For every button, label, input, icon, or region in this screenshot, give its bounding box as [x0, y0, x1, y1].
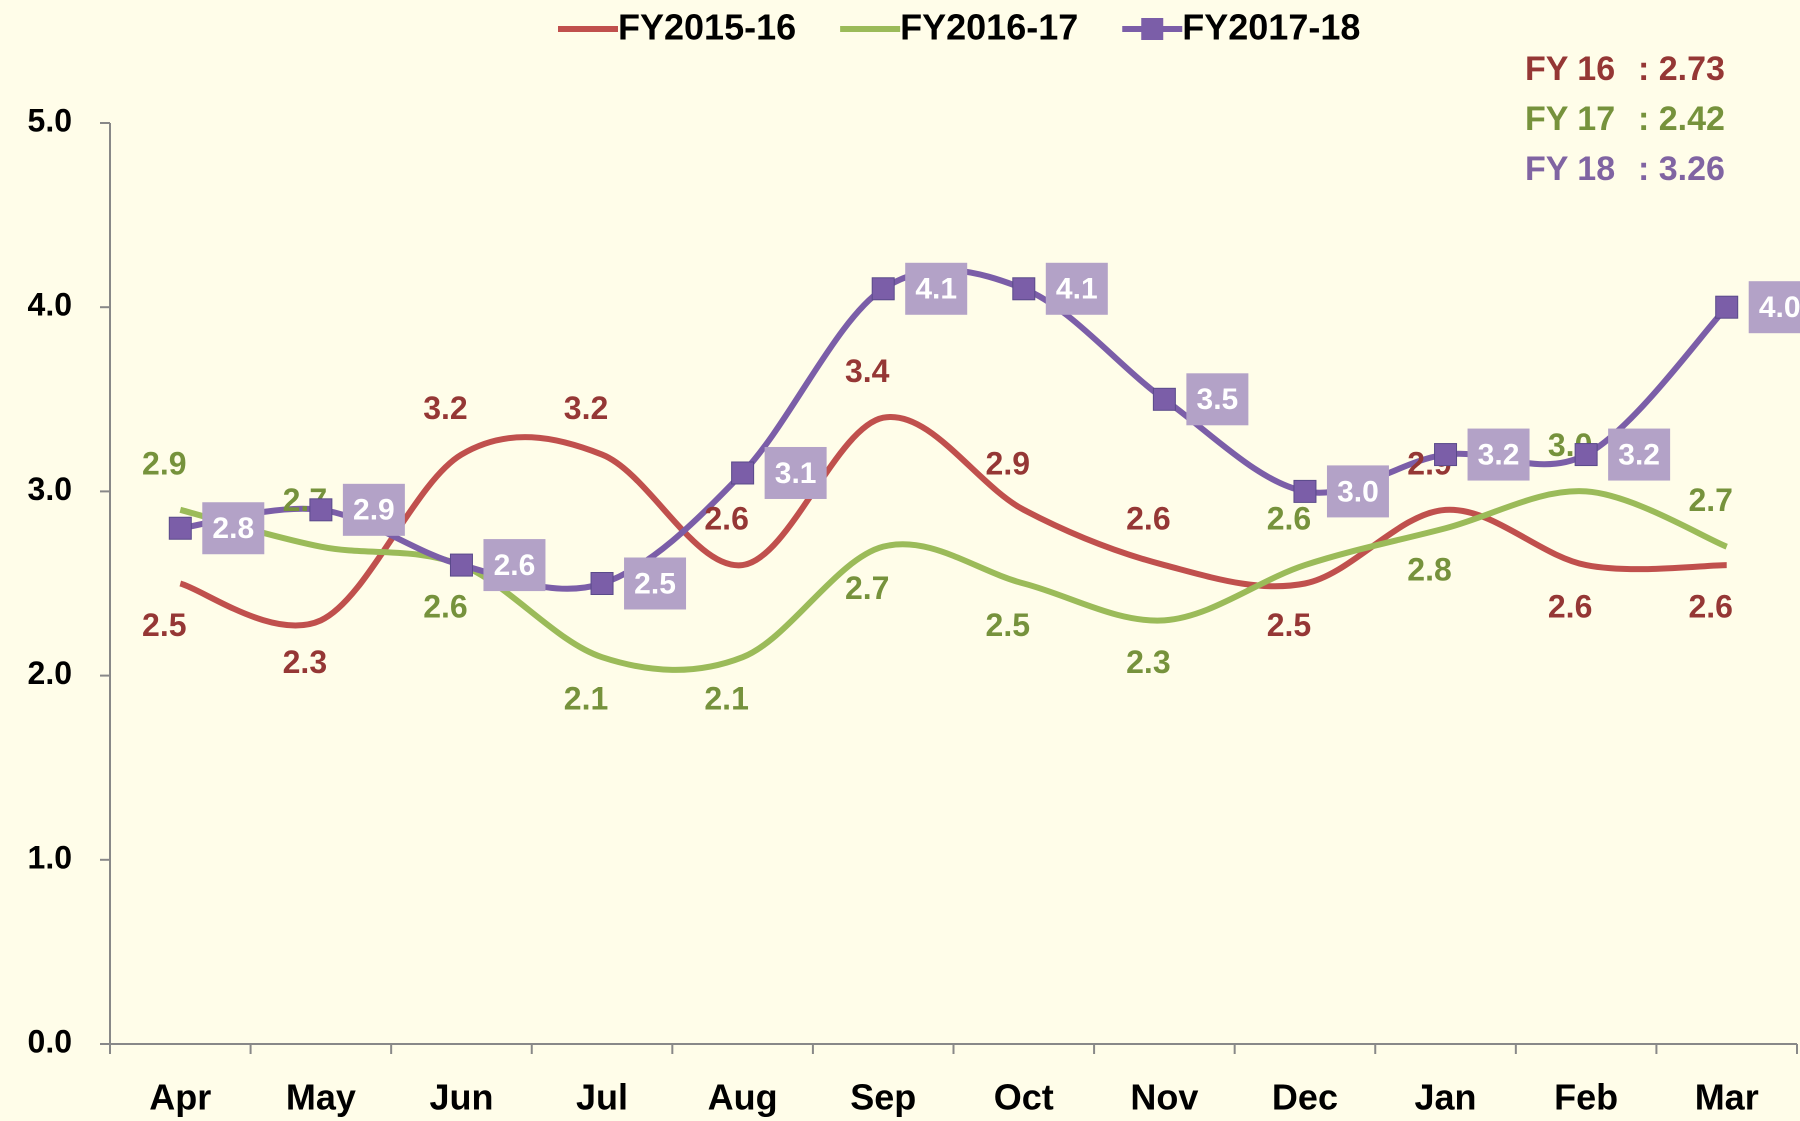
x-tick-label: Jul — [576, 1077, 628, 1118]
x-tick-label: Nov — [1130, 1077, 1198, 1118]
data-label: 3.1 — [775, 457, 817, 490]
y-tick-label: 0.0 — [28, 1023, 72, 1059]
data-label: 2.7 — [1688, 482, 1732, 518]
series-line — [179, 488, 1728, 673]
data-label: 3.2 — [423, 390, 467, 426]
data-label-box — [1748, 281, 1800, 334]
annotation-label: FY 16 — [1525, 50, 1615, 88]
marker — [731, 461, 755, 485]
data-label: 4.0 — [1759, 291, 1800, 324]
data-label-box — [483, 539, 546, 592]
data-label: 3.4 — [845, 353, 890, 389]
marker — [1434, 443, 1458, 467]
annotation-text: : 2.42 — [1638, 100, 1725, 138]
marker — [309, 498, 333, 522]
x-tick-label: Jan — [1415, 1077, 1477, 1118]
x-tick-label: Jun — [429, 1077, 493, 1118]
y-tick-label: 3.0 — [28, 471, 72, 507]
data-label: 2.7 — [845, 570, 889, 606]
data-label-box — [624, 557, 687, 610]
data-label-box — [905, 262, 968, 315]
x-tick-label: Sep — [850, 1077, 916, 1118]
annotation-label: FY 18 — [1525, 150, 1615, 188]
marker — [590, 572, 614, 595]
y-tick-label: 4.0 — [28, 287, 72, 323]
annotation-text: : 2.73 — [1638, 50, 1725, 88]
x-tick-label: Apr — [149, 1077, 211, 1118]
data-label-box — [342, 483, 405, 536]
data-label-box — [1467, 428, 1530, 481]
y-tick-label: 2.0 — [28, 655, 72, 691]
data-label-box — [1608, 428, 1671, 481]
legend-label: FY2015-16 — [618, 7, 796, 48]
data-label: 2.9 — [353, 494, 395, 527]
legend-label: FY2017-18 — [1182, 7, 1360, 48]
marker — [1293, 479, 1317, 503]
x-tick-label: Dec — [1272, 1077, 1338, 1118]
data-label: 3.2 — [1478, 438, 1520, 471]
data-label: 2.6 — [704, 501, 748, 537]
x-tick-label: Feb — [1554, 1077, 1618, 1118]
marker — [1012, 277, 1036, 301]
annotation-label: FY 17 — [1525, 100, 1615, 138]
legend-label: FY2016-17 — [900, 7, 1078, 48]
marker — [1152, 387, 1176, 411]
data-label: 2.6 — [423, 589, 467, 625]
data-label: 2.6 — [1126, 501, 1170, 537]
data-label: 2.5 — [986, 607, 1030, 643]
data-label: 4.1 — [915, 273, 957, 306]
data-label: 2.6 — [1688, 589, 1732, 625]
y-tick-label: 5.0 — [28, 102, 72, 138]
marker — [168, 516, 192, 540]
legend-marker — [1141, 18, 1164, 40]
data-label-box — [1326, 465, 1389, 518]
data-label: 2.9 — [986, 445, 1030, 481]
marker — [449, 553, 473, 577]
annotation-text: : 3.26 — [1638, 150, 1725, 188]
data-label: 2.5 — [1267, 607, 1311, 643]
x-tick-label: May — [286, 1077, 356, 1118]
data-label: 2.8 — [1407, 552, 1451, 588]
data-label: 4.1 — [1056, 273, 1098, 306]
marker — [871, 277, 895, 301]
data-label-box — [1186, 373, 1249, 426]
y-tick-label: 1.0 — [28, 839, 72, 875]
data-label: 2.1 — [564, 681, 608, 717]
data-label: 2.3 — [283, 644, 327, 680]
marker — [1574, 443, 1598, 467]
data-label: 3.2 — [1618, 438, 1660, 471]
data-label: 2.9 — [142, 445, 186, 481]
data-label: 3.2 — [564, 390, 608, 426]
data-label: 2.6 — [1548, 589, 1592, 625]
data-label: 3.5 — [1197, 383, 1239, 416]
x-tick-label: Aug — [708, 1077, 778, 1118]
data-label-box — [202, 502, 265, 555]
data-label: 3.0 — [1337, 475, 1379, 508]
x-tick-label: Oct — [994, 1077, 1054, 1118]
data-label: 2.5 — [634, 567, 676, 600]
data-label: 2.3 — [1126, 644, 1170, 680]
x-tick-label: Mar — [1695, 1077, 1759, 1118]
data-label: 2.1 — [704, 681, 748, 717]
data-label: 2.5 — [142, 607, 186, 643]
data-label: 2.6 — [494, 549, 536, 582]
series-line — [179, 414, 1727, 629]
data-label-box — [764, 446, 827, 499]
data-label: 2.6 — [1267, 501, 1311, 537]
data-label-box — [1045, 262, 1108, 315]
marker — [1715, 295, 1739, 319]
data-label: 2.8 — [212, 512, 254, 545]
